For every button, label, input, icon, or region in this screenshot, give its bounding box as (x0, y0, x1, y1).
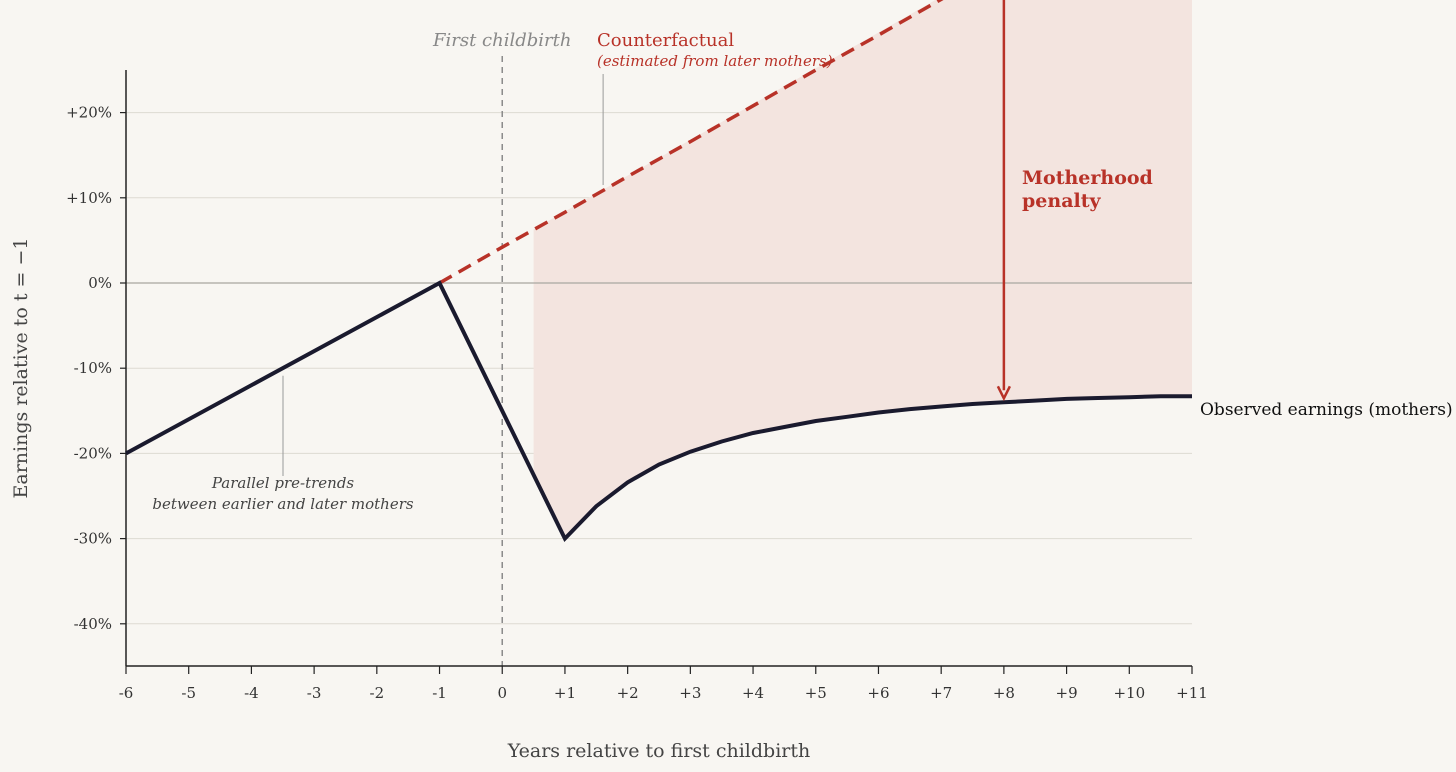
counterfactual-sublabel: (estimated from later mothers) (597, 52, 833, 70)
x-tick-label: +5 (805, 684, 827, 702)
x-tick-label: +1 (554, 684, 576, 702)
counterfactual-series-line (438, 0, 944, 285)
first-childbirth-label: First childbirth (432, 30, 571, 51)
x-tick-label: +2 (617, 684, 639, 702)
y-tick-label: +20% (66, 104, 112, 122)
penalty-arrow-head (996, 385, 1011, 402)
x-tick-label: -2 (370, 684, 385, 702)
x-tick-label: 0 (497, 684, 507, 702)
y-axis-title: Earnings relative to t = −1 (10, 238, 32, 499)
penalty-label-line2: penalty (1022, 190, 1101, 212)
x-tick-label: -5 (181, 684, 196, 702)
x-tick-label: +11 (1176, 684, 1208, 702)
penalty-shaded-region (533, 0, 1192, 539)
x-tick-label: +3 (679, 684, 701, 702)
x-tick-label: -4 (244, 684, 259, 702)
observed-series-label: Observed earnings (mothers) (1200, 400, 1453, 420)
y-tick-label: -40% (74, 615, 112, 633)
y-tick-label: +10% (66, 189, 112, 207)
x-axis-ticks: -6 -5 -4 -3 -2 -1 0 +1 +2 +3 +4 +5 +6 +7 +8 +9 +10 +11 (119, 666, 1208, 702)
y-tick-label: -10% (74, 359, 112, 377)
pretrend-annotation-line2: between earlier and later mothers (152, 495, 413, 513)
x-tick-label: +6 (867, 684, 889, 702)
x-tick-label: +10 (1113, 684, 1145, 702)
x-tick-label: +8 (993, 684, 1015, 702)
observed-series-line (125, 280, 1192, 543)
y-tick-label: 0% (88, 274, 112, 292)
x-tick-label: -1 (432, 684, 447, 702)
x-tick-label: -3 (307, 684, 322, 702)
x-tick-label: -6 (119, 684, 134, 702)
x-tick-label: +9 (1056, 684, 1078, 702)
penalty-label-line1: Motherhood (1022, 167, 1153, 189)
counterfactual-label: Counterfactual (597, 30, 734, 51)
y-axis-ticks: +20% +10% 0% -10% -20% -30% -40% (66, 104, 126, 633)
y-tick-label: -20% (74, 444, 112, 462)
y-tick-label: -30% (74, 530, 112, 548)
x-tick-label: +7 (930, 684, 952, 702)
x-axis-title: Years relative to first childbirth (507, 740, 810, 762)
x-tick-label: +4 (742, 684, 764, 702)
pretrend-annotation-line1: Parallel pre-trends (211, 474, 355, 492)
